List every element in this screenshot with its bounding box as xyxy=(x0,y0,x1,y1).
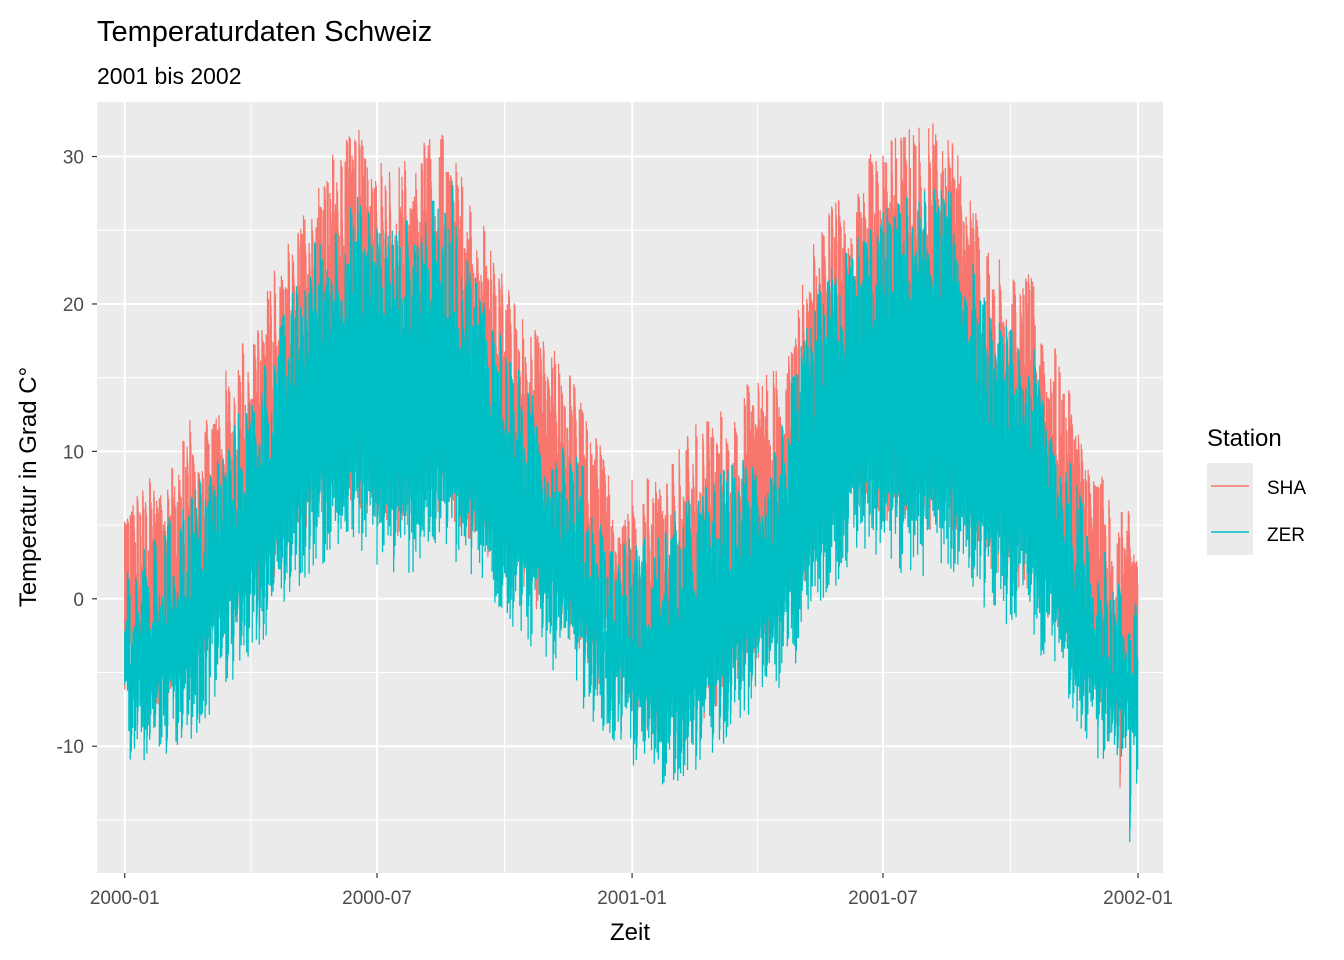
legend: Station SHA ZER xyxy=(1207,425,1306,555)
y-tick-label: 20 xyxy=(63,295,84,316)
x-axis: 2000-01 2000-07 2001-01 2001-07 2002-01 xyxy=(90,873,1173,909)
x-tick-label: 2002-01 xyxy=(1103,888,1173,909)
series-layer xyxy=(124,123,1139,842)
legend-title: Station xyxy=(1207,425,1282,452)
x-tick-label: 2001-01 xyxy=(597,888,667,909)
legend-label-zer: ZER xyxy=(1267,525,1305,546)
x-tick-label: 2000-01 xyxy=(90,888,160,909)
series-zer-line xyxy=(124,181,1139,842)
chart-title: Temperaturdaten Schweiz xyxy=(97,16,432,48)
y-tick-label: 30 xyxy=(63,148,84,169)
y-axis-title: Temperatur in Grad C° xyxy=(15,367,42,607)
x-axis-title: Zeit xyxy=(610,919,650,946)
legend-label-sha: SHA xyxy=(1267,478,1306,499)
y-tick-label: 0 xyxy=(73,590,84,611)
y-axis: -10 0 10 20 30 xyxy=(57,148,97,758)
y-tick-label: -10 xyxy=(57,737,84,758)
series-zer xyxy=(124,181,1139,842)
y-tick-label: 10 xyxy=(63,442,84,463)
chart-subtitle: 2001 bis 2002 xyxy=(97,63,242,89)
x-tick-label: 2001-07 xyxy=(848,888,918,909)
x-tick-label: 2000-07 xyxy=(342,888,412,909)
